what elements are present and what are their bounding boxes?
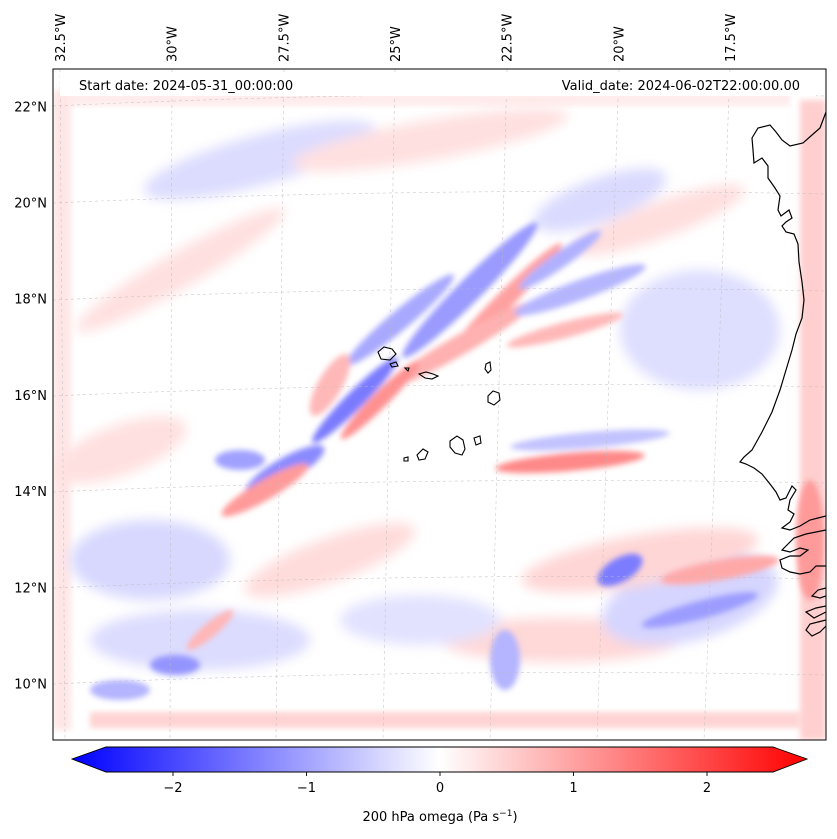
gridline-lon — [382, 69, 396, 740]
map-panel: Start date: 2024-05-31_00:00:00 Valid_da… — [52, 68, 827, 741]
island-outline — [484, 361, 492, 374]
colorbar-tick-label: 0 — [436, 781, 444, 796]
longitude-tick-label: 20°W — [612, 26, 627, 62]
weak-red-patch — [575, 184, 745, 256]
pos-band — [507, 312, 623, 348]
gridline-lon — [169, 69, 173, 740]
colorbar-label-end: ) — [512, 810, 517, 825]
gridline-lat — [53, 576, 826, 589]
pos-band — [309, 354, 351, 416]
weak-blue-patch — [340, 595, 500, 645]
weak-red-patch — [75, 208, 285, 332]
latitude-tick-label: 10°N — [14, 678, 47, 693]
omega-field — [53, 69, 826, 740]
island-outline — [377, 346, 397, 361]
neg-band — [345, 274, 455, 366]
longitude-tick-label: 30°W — [166, 26, 181, 62]
edge-band-right — [800, 100, 826, 740]
latitude-tick-label: 20°N — [14, 197, 47, 212]
neg-band — [90, 680, 150, 700]
neg-band — [402, 222, 538, 358]
colorbar-label: 200 hPa omega (Pa s−1) — [362, 809, 517, 825]
neg-band — [597, 553, 643, 587]
neg-band — [514, 264, 646, 316]
island-outline — [449, 435, 466, 456]
neg-band — [510, 429, 670, 451]
longitude-tick-labels: 32.5°W 30°W 27.5°W 25°W 22.5°W 20°W 17.5°W — [54, 14, 739, 62]
pos-band — [495, 450, 645, 474]
weak-blue-patch — [143, 120, 377, 200]
island-outline — [403, 456, 409, 462]
colorbar-body — [70, 746, 809, 773]
longitude-tick-label: 32.5°W — [54, 14, 69, 62]
gridline-lon — [489, 69, 508, 740]
weak-blue-patch — [70, 520, 230, 600]
edge-band-bottom — [90, 712, 800, 728]
gridline-lon — [59, 69, 66, 740]
weak-red-patch — [245, 522, 415, 598]
start-date-label: Start date: 2024-05-31_00:00:00 — [79, 79, 293, 94]
neg-band — [215, 450, 265, 470]
pos-band — [796, 480, 824, 600]
weak-red-patch — [292, 108, 568, 172]
colorbar-ticks: −2 −1 0 1 2 — [163, 772, 711, 796]
neg-band — [312, 357, 398, 443]
colorbar: −2 −1 0 1 2 200 hPa omega (Pa s−1) — [70, 746, 809, 825]
map-frame — [52, 68, 827, 741]
longitude-tick-label: 22.5°W — [501, 14, 516, 62]
colorbar-label-main: 200 hPa omega (Pa s — [362, 810, 499, 825]
island-outline — [417, 371, 440, 380]
island-outline — [473, 435, 482, 446]
gridline-lat — [53, 288, 826, 301]
island-outline — [389, 361, 399, 368]
gridline-lon — [703, 69, 731, 740]
longitude-tick-label: 27.5°W — [277, 14, 292, 62]
colorbar-tick-label: 1 — [569, 781, 577, 796]
island-outline — [416, 448, 429, 461]
colorbar-label-sup: −1 — [499, 809, 512, 819]
latitude-tick-label: 14°N — [14, 485, 47, 500]
longitude-tick-label: 25°W — [389, 26, 404, 62]
gridline-lat — [53, 672, 826, 685]
neg-band — [150, 655, 200, 675]
gridline-lat — [53, 384, 826, 397]
gridline-lat — [53, 191, 826, 204]
title-strip — [60, 74, 816, 96]
island-outline — [487, 390, 501, 406]
neg-band — [641, 592, 759, 628]
neg-band — [490, 630, 520, 690]
gridline-lat — [53, 480, 826, 493]
latitude-tick-label: 22°N — [14, 100, 47, 115]
pos-band — [186, 609, 234, 651]
latitude-tick-label: 12°N — [14, 581, 47, 596]
latitude-tick-label: 18°N — [14, 293, 47, 308]
weak-blue-patch — [533, 168, 667, 232]
weak-blue-patch — [620, 270, 780, 390]
gridline-lon — [275, 69, 285, 740]
cape-verde-islands — [377, 346, 501, 462]
weak-red-patch — [53, 416, 187, 484]
longitude-tick-label: 17.5°W — [724, 14, 739, 62]
valid-date-label: Valid_date: 2024-06-02T22:00:00.00 — [562, 79, 800, 94]
latitude-tick-label: 16°N — [14, 389, 47, 404]
colorbar-tick-label: 2 — [703, 781, 711, 796]
gridline-lon — [596, 69, 620, 740]
edge-band-left — [53, 90, 71, 730]
pos-band — [386, 301, 534, 389]
map-gridlines — [53, 69, 826, 740]
west-africa-coastline — [738, 111, 826, 637]
colorbar-tick-label: −2 — [163, 781, 182, 796]
island-outline — [403, 367, 410, 373]
colorbar-tick-label: −1 — [297, 781, 316, 796]
neg-band — [518, 230, 602, 290]
strong-anomalies — [90, 222, 824, 700]
pos-band — [221, 463, 309, 517]
pos-band — [340, 360, 420, 440]
latitude-tick-labels: 10°N 12°N 14°N 16°N 18°N 20°N 22°N — [14, 100, 47, 692]
